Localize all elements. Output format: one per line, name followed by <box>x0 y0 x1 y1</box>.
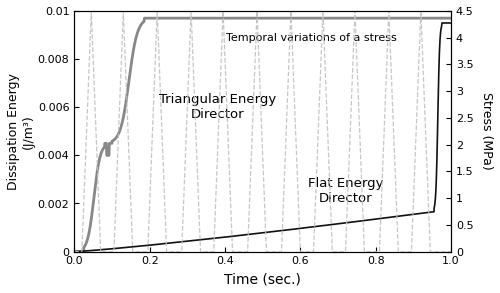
Y-axis label: Stress (MPa): Stress (MPa) <box>480 92 493 170</box>
Y-axis label: Dissipation Energy
(J/m³): Dissipation Energy (J/m³) <box>7 73 35 190</box>
X-axis label: Time (sec.): Time (sec.) <box>224 272 301 286</box>
Text: Triangular Energy
Director: Triangular Energy Director <box>159 93 276 121</box>
Text: Temporal variations of a stress: Temporal variations of a stress <box>226 33 397 42</box>
Text: Flat Energy
Director: Flat Energy Director <box>308 178 384 205</box>
